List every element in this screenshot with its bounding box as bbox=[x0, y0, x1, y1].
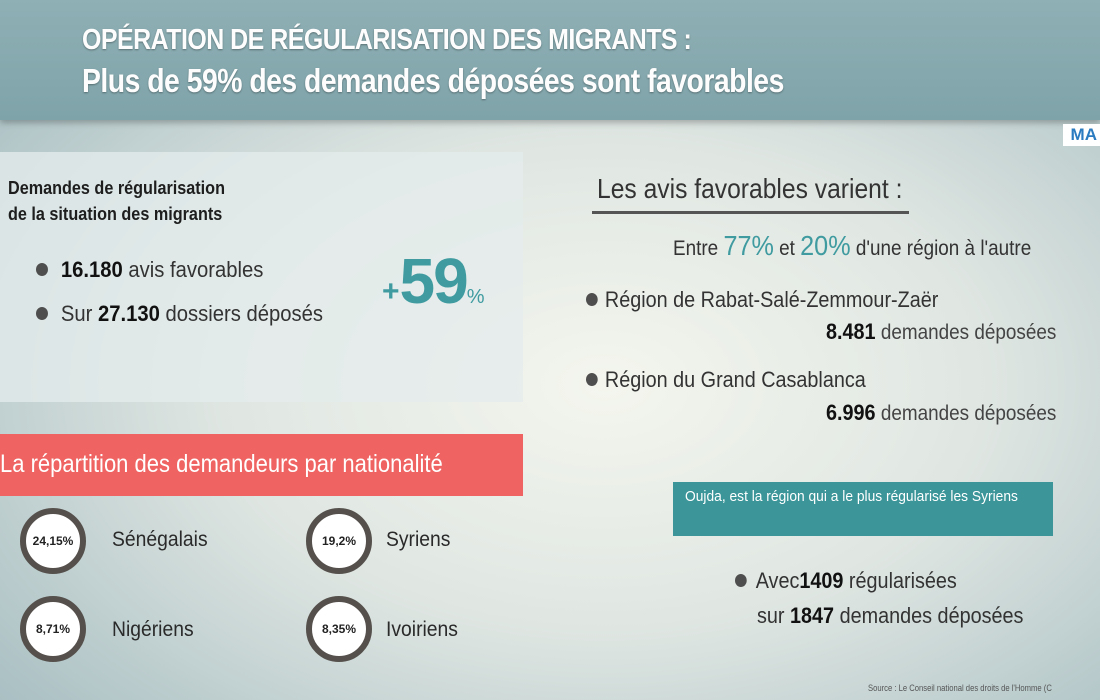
big-unit: % bbox=[466, 286, 485, 308]
oujda-line1-label: régularisées bbox=[848, 568, 957, 593]
bullet-icon bbox=[735, 574, 747, 587]
region-count: 6.996 bbox=[826, 400, 876, 425]
bullet-icon bbox=[36, 307, 48, 320]
page-title-line1: OPÉRATION DE RÉGULARISATION DES MIGRANTS… bbox=[82, 24, 692, 56]
bullet-icon bbox=[36, 263, 48, 276]
range-low: 20% bbox=[800, 230, 851, 261]
region-item: Région de Rabat-Salé-Zemmour-Zaër bbox=[586, 287, 938, 313]
regions-heading: Les avis favorables varient : bbox=[597, 173, 903, 204]
nationality-banner bbox=[0, 434, 523, 496]
requests-heading-line1: Demandes de régularisation bbox=[8, 178, 225, 198]
region-name: Région du Grand Casablanca bbox=[604, 367, 866, 392]
big-plus: + bbox=[382, 275, 400, 308]
oujda-note-box bbox=[673, 482, 1053, 536]
nationality-ring-senegal: 24,15% bbox=[20, 508, 86, 574]
requests-heading-line2: de la situation des migrants bbox=[8, 204, 223, 224]
requests-heading: Demandes de régularisation de la situati… bbox=[8, 175, 225, 227]
nationality-banner-text: La répartition des demandeurs par nation… bbox=[0, 450, 443, 478]
region-count-line: 8.481 demandes déposées bbox=[826, 319, 1056, 345]
favorable-percent-figure: +59% bbox=[382, 244, 485, 318]
header-banner bbox=[0, 0, 1100, 120]
nationality-ring-ivory-coast: 8,35% bbox=[306, 596, 372, 662]
regions-heading-underline bbox=[592, 211, 909, 214]
oujda-note: Oujda, est la région qui a le plus régul… bbox=[685, 488, 1018, 505]
range-mid: et bbox=[779, 237, 795, 260]
range-line: Entre 77% et 20% d'une région à l'autre bbox=[673, 230, 1031, 262]
range-prefix: Entre bbox=[673, 237, 719, 260]
nationality-ring-niger: 8,71% bbox=[20, 596, 86, 662]
page-title-line2: Plus de 59% des demandes déposées sont f… bbox=[82, 62, 784, 99]
nationality-label: Sénégalais bbox=[112, 528, 208, 551]
favorable-line: 16.180 avis favorables bbox=[36, 257, 263, 283]
region-count-label: demandes déposées bbox=[880, 402, 1057, 425]
requests-panel bbox=[0, 152, 523, 402]
submitted-line: Sur 27.130 dossiers déposés bbox=[36, 301, 323, 327]
region-count-line: 6.996 demandes déposées bbox=[826, 400, 1056, 426]
nationality-label: Nigériens bbox=[112, 618, 194, 641]
nationality-ring-syria: 19,2% bbox=[306, 508, 372, 574]
nationality-label: Ivoiriens bbox=[386, 618, 458, 641]
range-suffix: d'une région à l'autre bbox=[855, 237, 1032, 260]
oujda-line1-count: 1409 bbox=[799, 568, 844, 593]
bullet-icon bbox=[586, 373, 598, 386]
oujda-line2-prefix: sur bbox=[757, 603, 785, 628]
source-credit: Source : Le Conseil national des droits … bbox=[868, 683, 1052, 693]
big-value: 59 bbox=[399, 245, 469, 317]
oujda-line2-label: demandes déposées bbox=[839, 603, 1024, 628]
nationality-percent: 8,71% bbox=[35, 622, 71, 636]
region-name: Région de Rabat-Salé-Zemmour-Zaër bbox=[604, 287, 939, 312]
submitted-prefix: Sur bbox=[60, 301, 93, 326]
favorable-label: avis favorables bbox=[128, 257, 264, 282]
region-item: Région du Grand Casablanca bbox=[586, 367, 866, 393]
nationality-percent: 24,15% bbox=[32, 534, 74, 548]
oujda-line1-prefix: Avec bbox=[755, 568, 800, 593]
oujda-regularized-line: Avec1409 régularisées bbox=[735, 568, 957, 594]
range-high: 77% bbox=[723, 230, 774, 261]
region-count-label: demandes déposées bbox=[880, 321, 1057, 344]
nationality-percent: 8,35% bbox=[321, 622, 357, 636]
submitted-count: 27.130 bbox=[97, 301, 160, 326]
submitted-label: dossiers déposés bbox=[165, 301, 324, 326]
bullet-icon bbox=[586, 293, 598, 306]
agency-logo: MA bbox=[1062, 124, 1100, 146]
nationality-label: Syriens bbox=[386, 528, 451, 551]
oujda-submitted-line: sur 1847 demandes déposées bbox=[757, 603, 1023, 629]
favorable-count: 16.180 bbox=[60, 257, 123, 282]
region-count: 8.481 bbox=[826, 319, 876, 344]
nationality-percent: 19,2% bbox=[321, 534, 357, 548]
oujda-line2-count: 1847 bbox=[790, 603, 835, 628]
